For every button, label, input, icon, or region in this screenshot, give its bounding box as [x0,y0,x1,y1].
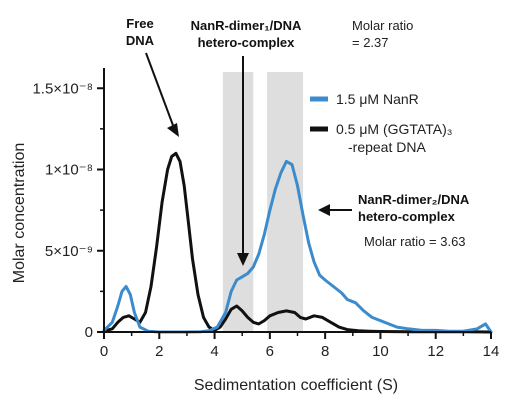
x-axis-ticks: 0 2 4 6 8 10 12 14 [100,332,500,360]
y-tick-label-2: 1×10⁻⁸ [45,162,93,179]
y-tick-label-0: 0 [85,324,93,341]
annotation-dimer2-complex: NanR-dimer₂/DNA hetero-complex [358,192,470,224]
x-tick-label-0: 0 [100,343,108,360]
y-tick-label-1: 5×10⁻⁹ [45,243,93,260]
x-tick-label-4: 4 [210,343,218,360]
x-tick-label-12: 12 [427,343,444,360]
shaded-region-1 [222,72,254,332]
x-tick-label-8: 8 [321,343,329,360]
annotation-free-dna: Free DNA [126,16,155,48]
x-tick-label-14: 14 [483,343,500,360]
legend-label-dna: 0.5 μM (GGTATA)₃ -repeat DNA [336,121,452,155]
arrow-free-dna [145,52,175,129]
arrowhead-dimer1 [237,253,249,266]
legend: 1.5 μM NanR 0.5 μM (GGTATA)₃ -repeat DNA [310,91,452,155]
x-tick-label-10: 10 [372,343,389,360]
shaded-regions [222,72,304,332]
x-tick-label-6: 6 [266,343,274,360]
series-line-dna [102,151,493,334]
y-tick-label-3: 1.5×10⁻⁸ [32,80,93,97]
y-axis-label: Molar concentration [11,143,28,284]
annotations: Free DNA NanR-dimer₁/DNA hetero-complex Mo… [126,16,470,266]
legend-label-nanr: 1.5 μM NanR [336,91,419,107]
annotation-dimer1-complex: NanR-dimer₁/DNA hetero-complex [191,18,302,50]
x-axis-label: Sedimentation coefficient (S) [194,377,398,394]
x-tick-label-2: 2 [155,343,163,360]
annotation-molar-ratio-1: Molar ratio = 2.37 [352,18,413,50]
y-axis-ticks: 0 5×10⁻⁹ 1×10⁻⁸ 1.5×10⁻⁸ [32,80,104,341]
annotation-molar-ratio-2: Molar ratio = 3.63 [364,234,466,249]
arrowhead-dimer2 [318,204,330,216]
arrowhead-free-dna [167,123,179,137]
